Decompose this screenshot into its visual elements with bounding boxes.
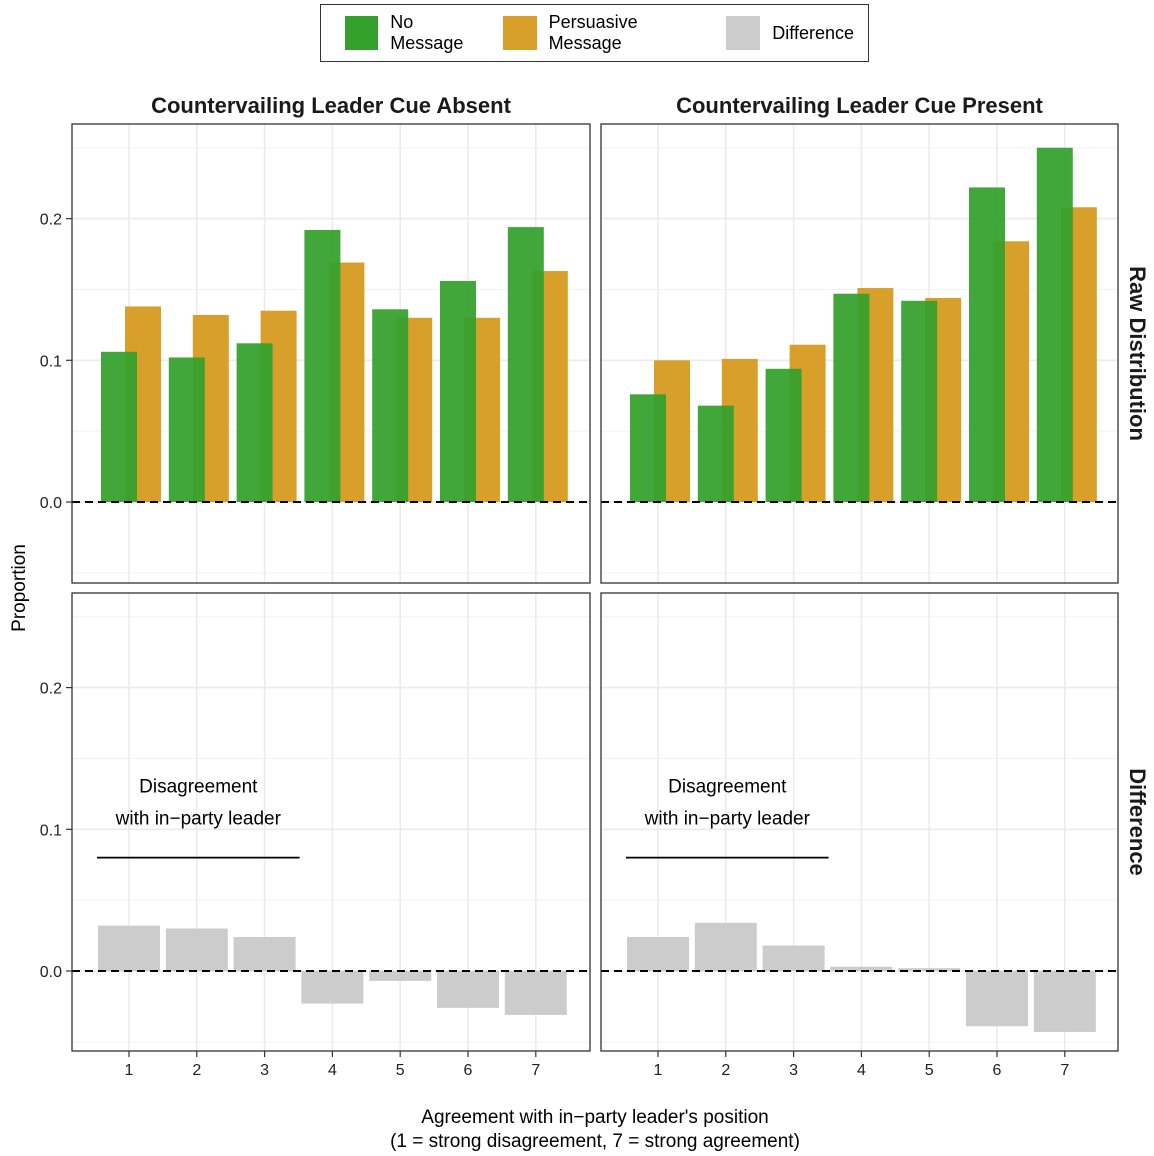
bar-difference <box>1033 971 1096 1032</box>
facet-row-label: Raw Distribution <box>1125 266 1150 441</box>
x-tick-label: 1 <box>654 1062 663 1079</box>
panel-border <box>600 592 1119 1052</box>
panel-background <box>601 593 1118 1051</box>
x-axis-subtitle: (1 = strong disagreement, 7 = strong agr… <box>390 1131 800 1152</box>
bar-difference <box>694 922 757 971</box>
annotation-text-line1: Disagreement <box>668 777 787 798</box>
x-tick-label: 2 <box>721 1062 730 1079</box>
bar-no-message <box>236 343 273 502</box>
facet-column-title: Countervailing Leader Cue Present <box>676 93 1043 118</box>
panel-border <box>71 123 591 584</box>
bar-difference <box>898 968 961 971</box>
bar-difference <box>504 971 567 1015</box>
bar-difference <box>98 925 160 971</box>
panel-border <box>71 592 591 1052</box>
bar-difference <box>437 971 499 1008</box>
legend-key-persuasive-message <box>503 16 537 50</box>
bar-difference <box>165 928 228 971</box>
bar-no-message <box>765 368 802 502</box>
bar-no-message <box>901 300 938 502</box>
legend-item-persuasive-message: Persuasive Message <box>503 12 712 54</box>
bar-difference <box>233 936 296 971</box>
x-tick-label: 2 <box>192 1062 201 1079</box>
x-tick-label: 5 <box>925 1062 934 1079</box>
bar-no-message <box>969 187 1005 502</box>
x-tick-label: 1 <box>125 1062 134 1079</box>
bar-no-message <box>372 309 409 502</box>
x-tick-label: 3 <box>260 1062 269 1079</box>
panel-border <box>600 123 1119 584</box>
x-axis-title: Agreement with in−party leader's positio… <box>421 1107 768 1128</box>
legend-label-difference: Difference <box>772 22 854 43</box>
y-tick-label: 0.1 <box>40 353 62 370</box>
bar-no-message <box>630 394 666 502</box>
y-tick-label: 0.0 <box>40 495 62 512</box>
bar-difference <box>830 966 893 971</box>
y-tick-label: 0.2 <box>40 681 62 698</box>
bar-difference <box>966 971 1028 1027</box>
x-tick-label: 3 <box>789 1062 798 1079</box>
bar-no-message <box>507 227 544 503</box>
annotation-text-line2: with in−party leader <box>644 809 811 830</box>
facet-row-label: Difference <box>1125 768 1150 876</box>
annotation-text-line2: with in−party leader <box>115 809 282 830</box>
legend-item-no-message: No Message <box>345 12 489 54</box>
legend: No Message Persuasive Message Difference <box>320 4 869 62</box>
bar-no-message <box>101 351 137 502</box>
y-axis-title: Proportion <box>9 544 30 632</box>
y-tick-label: 0.2 <box>40 212 62 229</box>
legend-label-no-message: No Message <box>390 12 464 53</box>
x-tick-label: 7 <box>1060 1062 1069 1079</box>
x-tick-label: 5 <box>396 1062 405 1079</box>
bar-difference <box>627 936 689 971</box>
bar-difference <box>762 945 825 971</box>
bar-no-message <box>168 357 205 502</box>
legend-label-persuasive-message: Persuasive Message <box>548 12 638 53</box>
bar-no-message <box>1036 147 1073 502</box>
bar-no-message <box>440 280 476 502</box>
bar-no-message <box>697 405 734 502</box>
bar-difference <box>301 971 364 1004</box>
legend-key-no-message <box>345 16 379 50</box>
bar-difference <box>369 971 432 981</box>
bar-no-message <box>833 293 870 502</box>
y-tick-label: 0.0 <box>40 964 62 981</box>
x-tick-label: 6 <box>464 1062 473 1079</box>
legend-key-difference <box>726 16 761 50</box>
x-tick-label: 4 <box>328 1062 337 1079</box>
legend-item-difference: Difference <box>726 16 854 50</box>
facet-column-title: Countervailing Leader Cue Absent <box>151 93 511 118</box>
y-tick-label: 0.1 <box>40 822 62 839</box>
x-tick-label: 4 <box>857 1062 866 1079</box>
x-tick-label: 6 <box>993 1062 1002 1079</box>
x-tick-label: 7 <box>531 1062 540 1079</box>
annotation-text-line1: Disagreement <box>139 777 258 798</box>
bar-no-message <box>304 229 341 502</box>
